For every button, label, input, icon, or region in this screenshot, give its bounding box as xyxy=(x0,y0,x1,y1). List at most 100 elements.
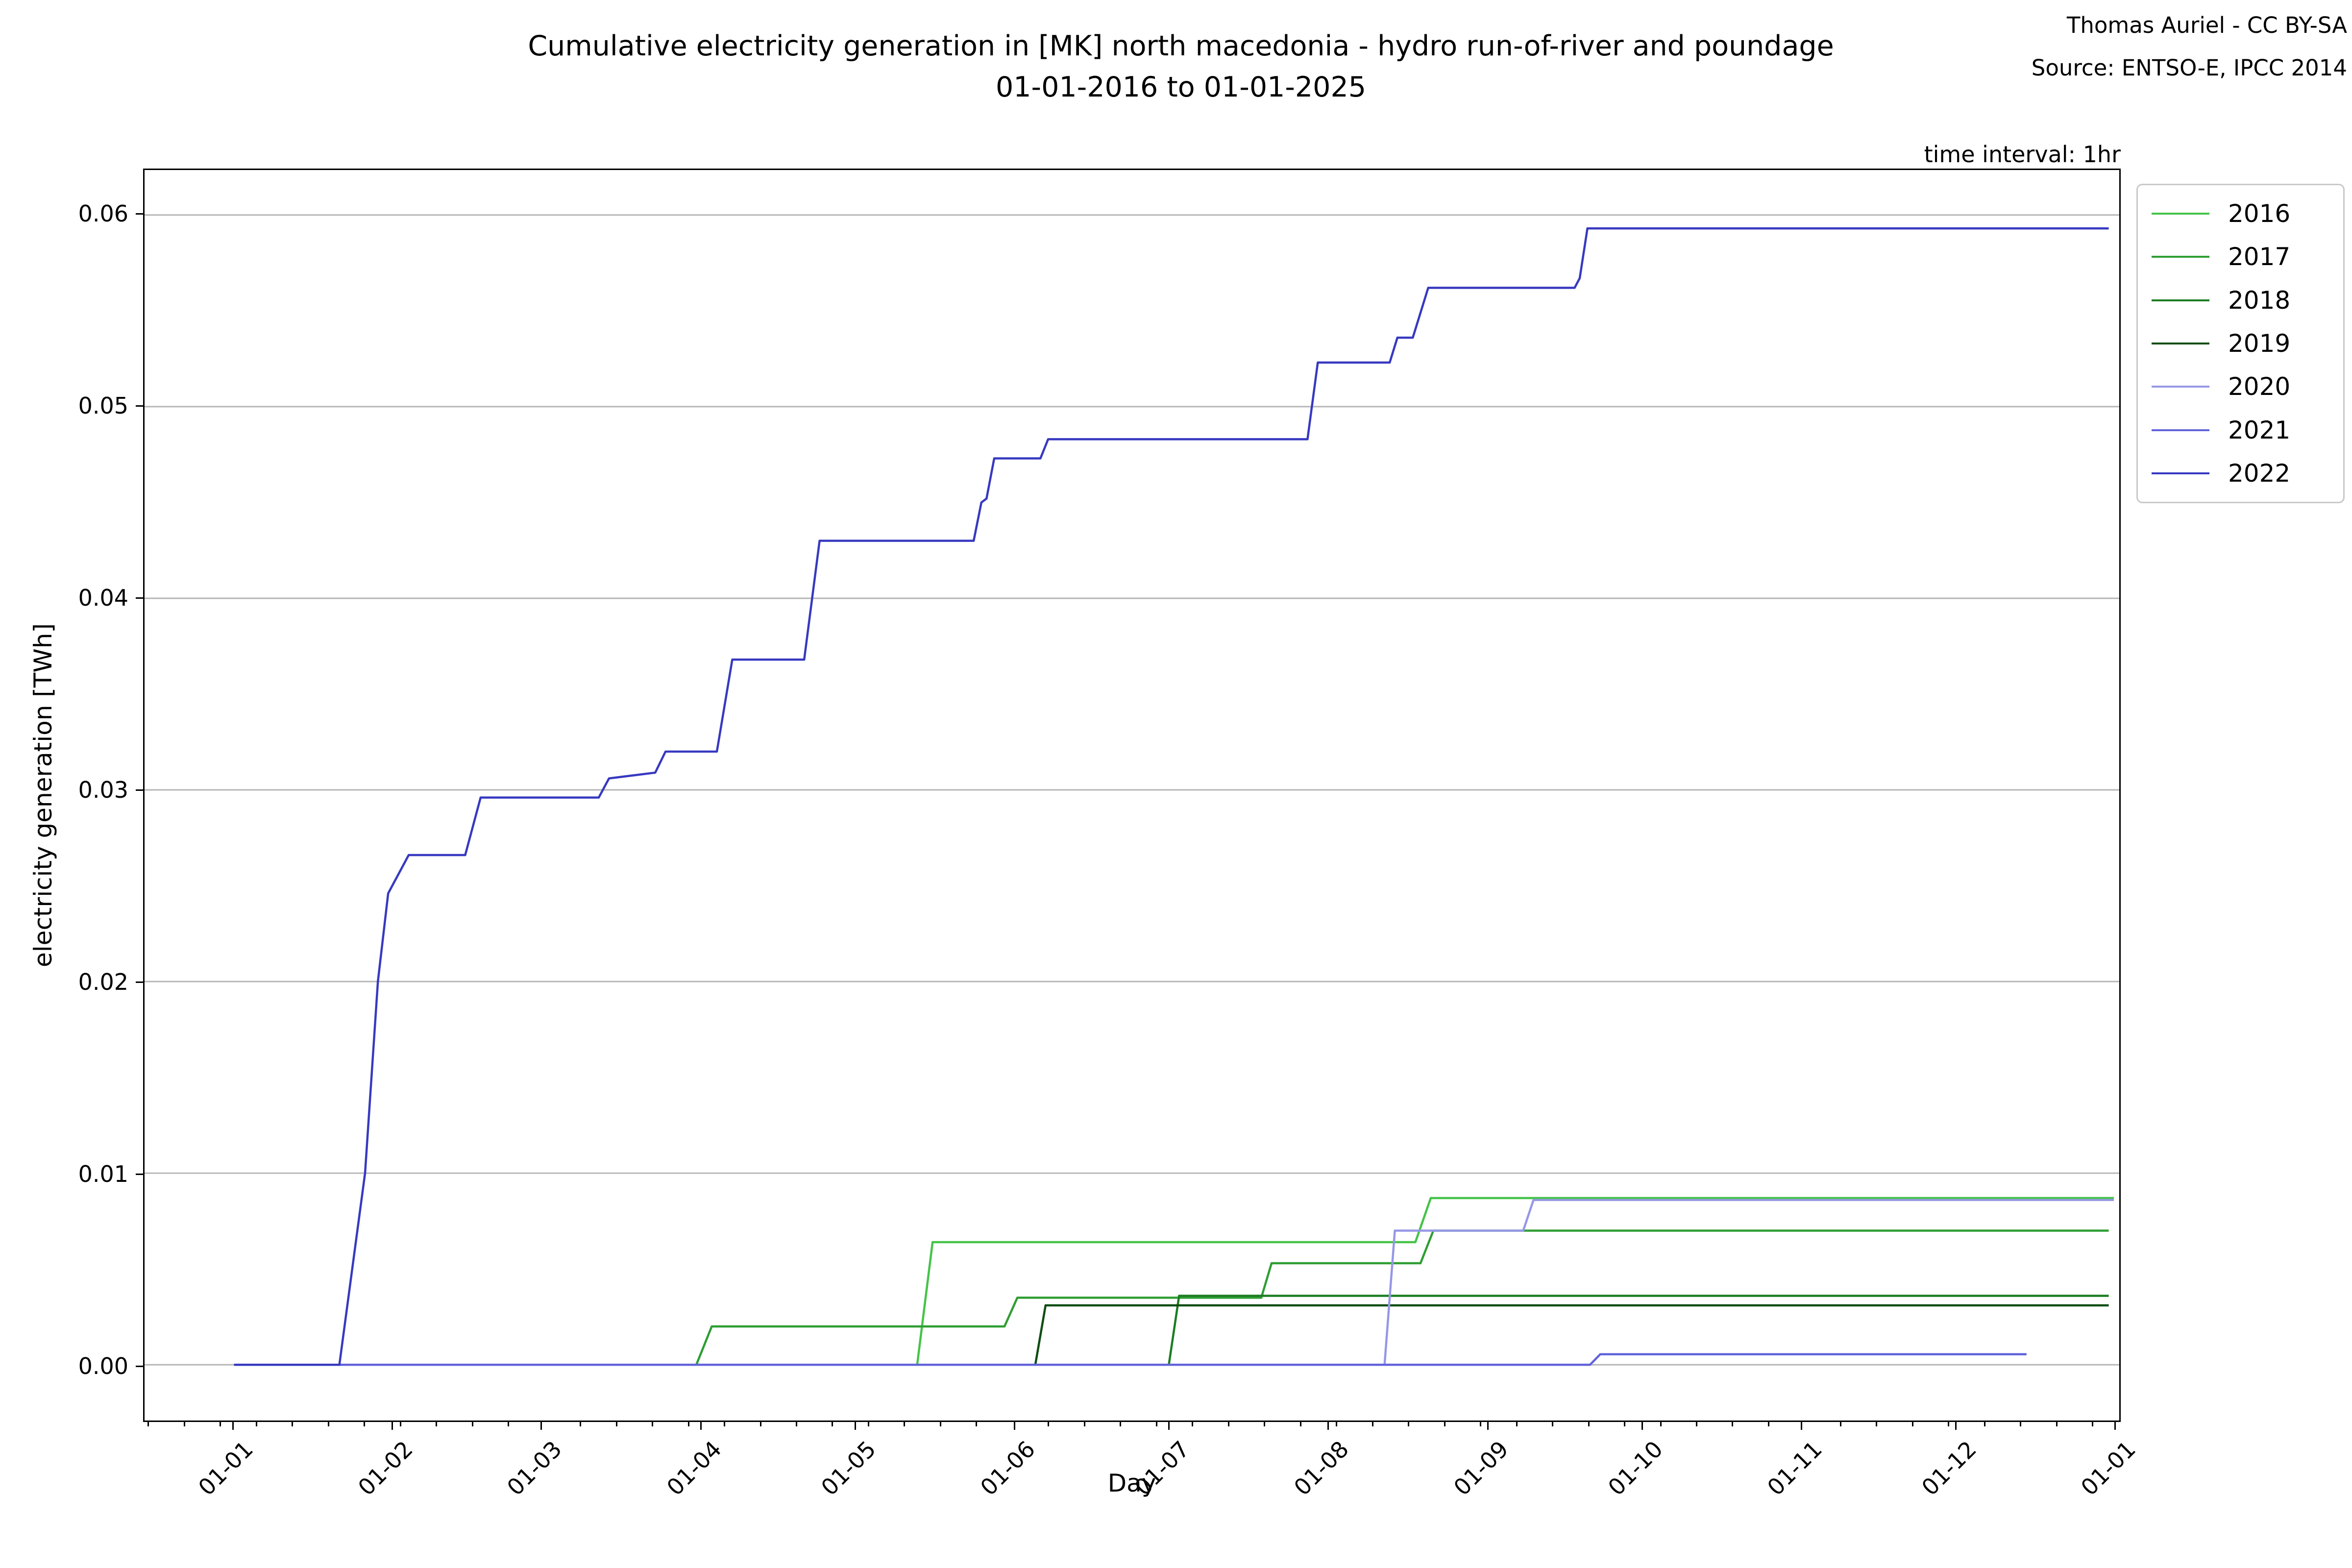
x-minor-tick-mark xyxy=(1444,1422,1446,1426)
x-tick-label: 01-01 xyxy=(2076,1436,2141,1501)
x-tick-mark xyxy=(700,1422,702,1430)
x-tick-label: 01-04 xyxy=(661,1436,727,1501)
x-minor-tick-mark xyxy=(1696,1422,1697,1426)
series-line-2016 xyxy=(234,1197,2114,1366)
legend-label-2018: 2018 xyxy=(2228,286,2291,315)
x-tick-mark xyxy=(1487,1422,1489,1430)
x-minor-tick-mark xyxy=(508,1422,510,1426)
x-minor-tick-mark xyxy=(976,1422,978,1426)
legend-item-2017: 2017 xyxy=(2138,243,2343,271)
x-minor-tick-mark xyxy=(1480,1422,1482,1426)
x-minor-tick-mark xyxy=(1588,1422,1590,1426)
legend-line-sample-2022 xyxy=(2152,472,2209,474)
x-axis-label: Day xyxy=(1107,1469,1156,1497)
x-tick-mark xyxy=(2114,1422,2116,1430)
legend-item-2019: 2019 xyxy=(2138,329,2343,358)
x-tick-label: 01-07 xyxy=(1129,1436,1195,1501)
legend-item-2020: 2020 xyxy=(2138,372,2343,401)
x-minor-tick-mark xyxy=(1264,1422,1266,1426)
x-tick-label: 01-10 xyxy=(1602,1436,1668,1501)
x-tick-mark xyxy=(540,1422,542,1430)
x-minor-tick-mark xyxy=(1839,1422,1841,1426)
x-minor-tick-mark xyxy=(1408,1422,1410,1426)
x-minor-tick-mark xyxy=(1767,1422,1769,1426)
x-tick-label: 01-03 xyxy=(502,1436,567,1501)
y-tick-label: 0.02 xyxy=(78,969,128,995)
x-minor-tick-mark xyxy=(2092,1422,2094,1426)
legend-label-2016: 2016 xyxy=(2228,199,2291,228)
legend-line-sample-2020 xyxy=(2152,386,2209,388)
x-minor-tick-mark xyxy=(1624,1422,1626,1426)
x-tick-mark xyxy=(1801,1422,1803,1430)
x-minor-tick-mark xyxy=(1372,1422,1373,1426)
y-tick-label: 0.05 xyxy=(78,392,128,419)
x-minor-tick-mark xyxy=(904,1422,906,1426)
x-minor-tick-mark xyxy=(2056,1422,2058,1426)
chart-title-line1: Cumulative electricity generation in [MK… xyxy=(528,30,1834,62)
series-line-2017 xyxy=(234,1229,2109,1366)
x-minor-tick-mark xyxy=(399,1422,401,1426)
legend: 2016 2017 2018 2019 2020 2021 2022 xyxy=(2136,184,2345,503)
time-interval-note: time interval: 1hr xyxy=(1924,141,2121,168)
x-minor-tick-mark xyxy=(147,1422,149,1426)
legend-line-sample-2019 xyxy=(2152,342,2209,344)
x-minor-tick-mark xyxy=(1299,1422,1301,1426)
y-tick-label: 0.01 xyxy=(78,1161,128,1187)
x-tick-label: 01-01 xyxy=(193,1436,259,1501)
x-minor-tick-mark xyxy=(1948,1422,1950,1426)
x-minor-tick-mark xyxy=(1876,1422,1878,1426)
series-line-2021 xyxy=(234,1353,2027,1366)
x-tick-mark xyxy=(1327,1422,1329,1430)
y-tick-mark xyxy=(136,981,143,983)
attribution-source: Source: ENTSO-E, IPCC 2014 xyxy=(2031,55,2347,81)
x-tick-label: 01-12 xyxy=(1916,1436,1982,1501)
x-tick-mark xyxy=(232,1422,234,1430)
series-line-2020 xyxy=(234,1199,2114,1366)
x-tick-label: 01-06 xyxy=(975,1436,1040,1501)
y-tick-mark xyxy=(136,405,143,407)
x-minor-tick-mark xyxy=(1155,1422,1157,1426)
x-minor-tick-mark xyxy=(832,1422,833,1426)
y-tick-mark xyxy=(136,1173,143,1175)
x-minor-tick-mark xyxy=(255,1422,257,1426)
x-minor-tick-mark xyxy=(1083,1422,1085,1426)
x-minor-tick-mark xyxy=(292,1422,294,1426)
chart-title-line2: 01-01-2016 to 01-01-2025 xyxy=(996,71,1366,103)
x-minor-tick-mark xyxy=(1120,1422,1122,1426)
y-tick-label: 0.04 xyxy=(78,585,128,611)
x-minor-tick-mark xyxy=(1192,1422,1194,1426)
y-tick-label: 0.00 xyxy=(78,1353,128,1379)
legend-label-2017: 2017 xyxy=(2228,243,2291,271)
x-minor-tick-mark xyxy=(1516,1422,1518,1426)
legend-item-2016: 2016 xyxy=(2138,199,2343,228)
x-tick-label: 01-08 xyxy=(1289,1436,1354,1501)
x-tick-label: 01-02 xyxy=(352,1436,418,1501)
chart-title: Cumulative electricity generation in [MK… xyxy=(265,25,2097,108)
x-minor-tick-mark xyxy=(867,1422,869,1426)
plot-lines-svg xyxy=(145,214,2119,1366)
x-minor-tick-mark xyxy=(436,1422,438,1426)
legend-line-sample-2016 xyxy=(2152,213,2209,215)
x-minor-tick-mark xyxy=(471,1422,473,1426)
x-minor-tick-mark xyxy=(1552,1422,1554,1426)
legend-line-sample-2018 xyxy=(2152,299,2209,301)
x-minor-tick-mark xyxy=(1336,1422,1338,1426)
x-tick-mark xyxy=(1168,1422,1170,1430)
x-minor-tick-mark xyxy=(1911,1422,1913,1426)
x-minor-tick-mark xyxy=(760,1422,761,1426)
y-tick-mark xyxy=(136,213,143,215)
x-minor-tick-mark xyxy=(795,1422,797,1426)
x-tick-label: 01-11 xyxy=(1762,1436,1827,1501)
x-tick-label: 01-09 xyxy=(1448,1436,1514,1501)
legend-label-2020: 2020 xyxy=(2228,372,2291,401)
x-minor-tick-mark xyxy=(652,1422,654,1426)
y-tick-mark xyxy=(136,597,143,599)
legend-item-2022: 2022 xyxy=(2138,459,2343,488)
x-minor-tick-mark xyxy=(220,1422,221,1426)
x-minor-tick-mark xyxy=(2020,1422,2022,1426)
x-minor-tick-mark xyxy=(724,1422,726,1426)
series-line-2022 xyxy=(234,227,2109,1366)
series-line-2019 xyxy=(234,1304,2109,1366)
x-tick-mark xyxy=(1955,1422,1957,1430)
x-minor-tick-mark xyxy=(1048,1422,1050,1426)
